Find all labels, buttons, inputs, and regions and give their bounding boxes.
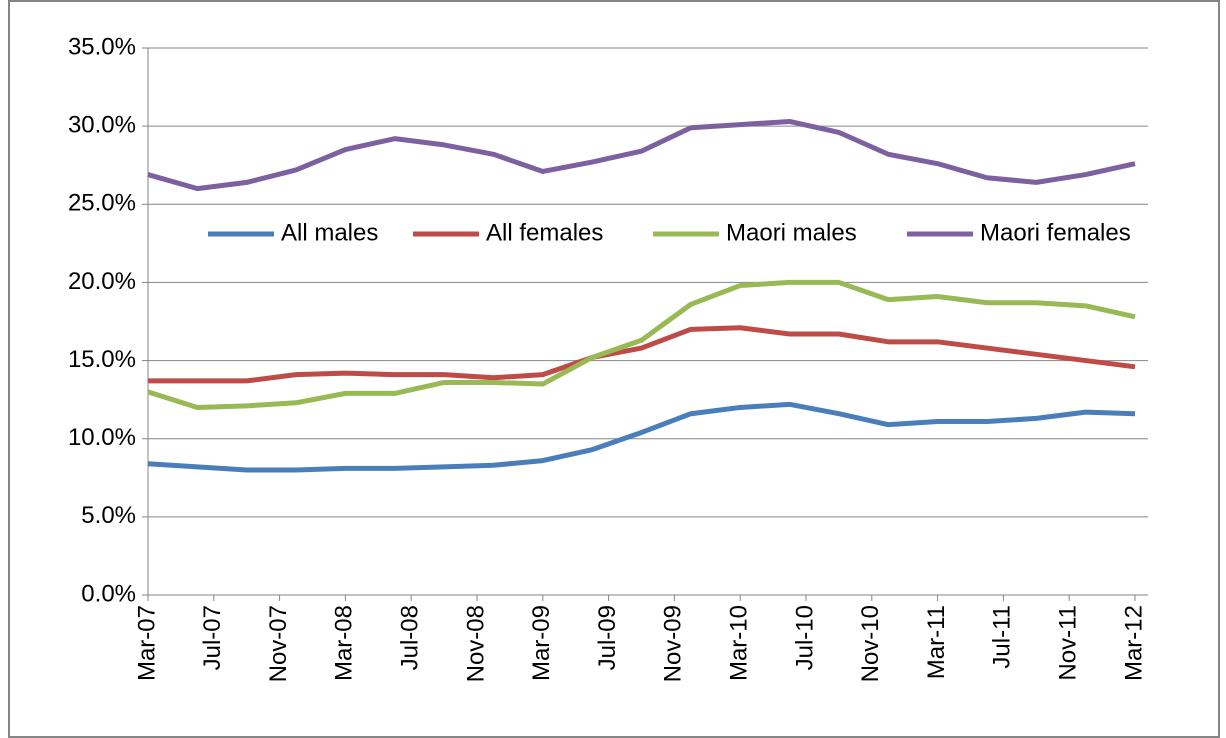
legend-label: Maori females — [980, 219, 1131, 246]
x-tick-label: Jul-08 — [397, 605, 424, 670]
series-line — [147, 279, 1136, 410]
x-tick-label: Mar-07 — [133, 605, 160, 681]
y-tick-label: 20.0% — [68, 268, 136, 295]
series-line — [147, 401, 1136, 473]
x-tick-label: Jul-09 — [594, 605, 621, 670]
y-tick-label: 15.0% — [68, 346, 136, 373]
legend-label: All females — [486, 219, 603, 246]
y-tick-label: 30.0% — [68, 111, 136, 138]
x-tick-label: Mar-10 — [726, 605, 753, 681]
x-tick-label: Nov-11 — [1055, 605, 1082, 681]
y-tick-label: 25.0% — [68, 190, 136, 217]
x-tick-label: Mar-11 — [923, 605, 950, 679]
y-tick-label: 5.0% — [81, 502, 136, 529]
x-tick-label: Nov-07 — [265, 605, 292, 682]
y-tick-label: 35.0% — [68, 33, 136, 60]
x-tick-label: Mar-08 — [331, 605, 358, 681]
series-line — [148, 325, 1136, 384]
x-tick-label: Nov-08 — [462, 605, 489, 682]
y-tick-label: 0.0% — [81, 580, 136, 607]
x-tick-label: Nov-10 — [857, 605, 884, 682]
x-tick-label: Mar-12 — [1120, 605, 1147, 681]
series-line — [147, 118, 1136, 192]
x-tick-label: Jul-11 — [989, 605, 1016, 669]
x-tick-label: Nov-09 — [660, 605, 687, 682]
legend-label: Maori males — [726, 219, 857, 246]
x-tick-label: Jul-10 — [791, 605, 818, 670]
x-tick-label: Jul-07 — [199, 605, 226, 670]
y-tick-label: 10.0% — [68, 424, 136, 451]
x-tick-label: Mar-09 — [528, 605, 555, 681]
chart-border — [8, 0, 1220, 738]
legend-label: All males — [281, 219, 378, 246]
